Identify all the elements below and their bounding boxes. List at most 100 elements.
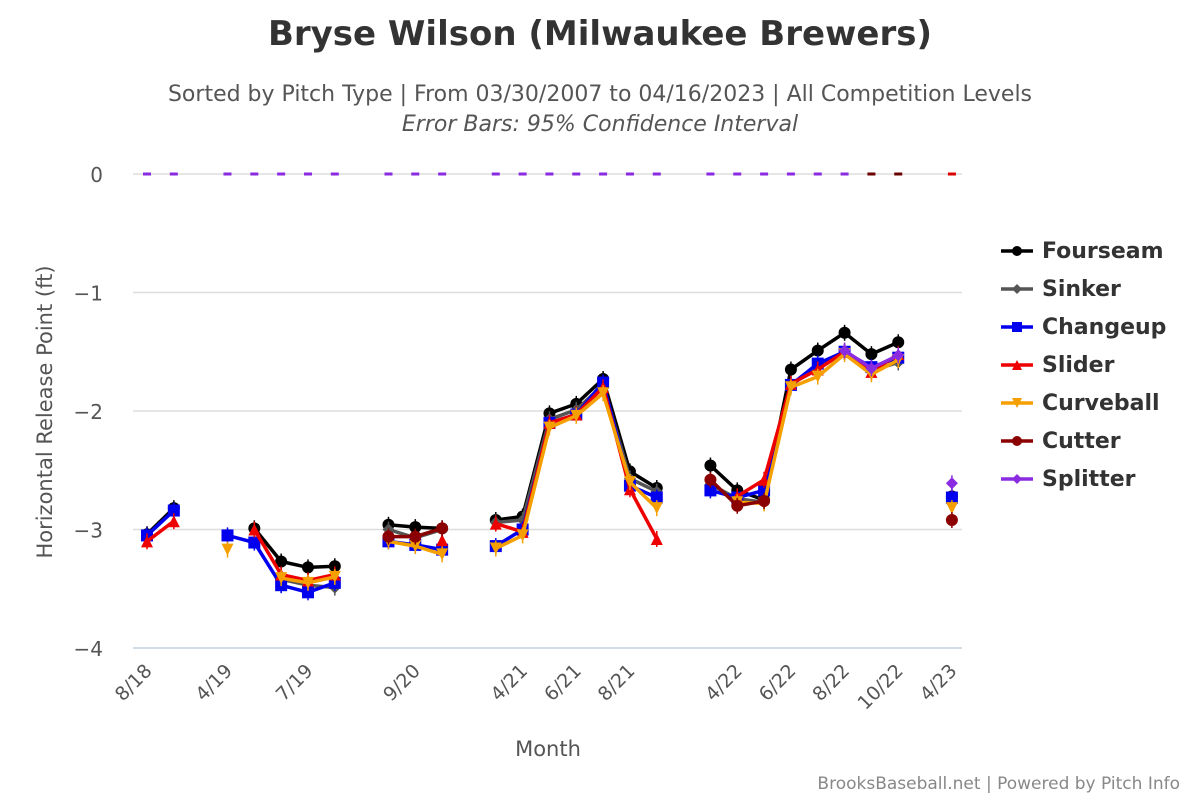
data-point[interactable] xyxy=(436,522,449,535)
circle-marker-icon xyxy=(1001,246,1033,256)
data-point[interactable] xyxy=(731,499,744,512)
data-point[interactable] xyxy=(248,536,261,549)
data-point[interactable] xyxy=(516,529,529,542)
data-point[interactable] xyxy=(597,387,610,400)
legend-item-curveball[interactable]: Curveball xyxy=(1000,384,1166,422)
data-point[interactable] xyxy=(704,459,717,472)
data-point[interactable] xyxy=(167,504,180,517)
data-point[interactable] xyxy=(248,523,261,536)
data-point[interactable] xyxy=(865,362,878,375)
data-point[interactable] xyxy=(945,514,958,527)
data-point[interactable] xyxy=(892,336,905,349)
data-point[interactable] xyxy=(489,542,502,555)
data-point[interactable] xyxy=(436,534,449,547)
data-point[interactable] xyxy=(704,473,717,486)
data-point[interactable] xyxy=(570,409,583,422)
x-tick-label: 8/21 xyxy=(594,660,640,706)
x-tick-label: 6/22 xyxy=(755,660,801,706)
x-axis-label: Month xyxy=(515,737,581,761)
legend-label: Changeup xyxy=(1042,314,1167,340)
data-point[interactable] xyxy=(865,348,878,361)
zero-marker xyxy=(599,172,608,176)
data-point[interactable] xyxy=(811,370,824,383)
legend-label: Splitter xyxy=(1042,466,1136,492)
data-point[interactable] xyxy=(704,484,717,497)
zero-marker xyxy=(813,172,822,176)
data-point[interactable] xyxy=(623,476,636,489)
legend-item-cutter[interactable]: Cutter xyxy=(1000,422,1166,460)
legend-label: Slider xyxy=(1042,352,1115,378)
credits[interactable]: BrooksBaseball.net | Powered by Pitch In… xyxy=(817,774,1180,794)
series-sinker xyxy=(275,343,958,596)
x-tick-label: 8/22 xyxy=(808,660,854,706)
zero-marker xyxy=(438,172,447,176)
zero-marker xyxy=(223,172,232,176)
data-point[interactable] xyxy=(650,491,663,504)
data-point[interactable] xyxy=(838,344,851,357)
x-tick-label: 4/19 xyxy=(191,660,237,706)
data-point[interactable] xyxy=(650,532,663,545)
data-point[interactable] xyxy=(892,349,905,362)
chart-subtitle: Sorted by Pitch Type | From 03/30/2007 t… xyxy=(167,82,1033,107)
data-point[interactable] xyxy=(409,521,422,534)
data-point[interactable] xyxy=(141,535,153,548)
data-point[interactable] xyxy=(489,517,502,530)
series-line xyxy=(252,528,336,583)
data-point[interactable] xyxy=(838,326,851,339)
zero-marker xyxy=(733,172,742,176)
data-point[interactable] xyxy=(328,560,341,573)
y-tick-label: −2 xyxy=(74,400,103,424)
zero-marker xyxy=(625,172,634,176)
legend-item-slider[interactable]: Slider xyxy=(1000,346,1166,384)
data-point[interactable] xyxy=(328,570,341,583)
data-point[interactable] xyxy=(167,515,180,528)
legend-item-fourseam[interactable]: Fourseam xyxy=(1000,232,1166,270)
data-point[interactable] xyxy=(301,576,314,589)
chart-title: Bryse Wilson (Milwaukee Brewers) xyxy=(267,14,933,54)
x-tick-label: 4/21 xyxy=(486,660,532,706)
zero-marker xyxy=(786,172,795,176)
data-point[interactable] xyxy=(758,495,771,508)
legend-item-sinker[interactable]: Sinker xyxy=(1000,270,1166,308)
data-point[interactable] xyxy=(221,529,234,542)
grid-lines xyxy=(133,173,962,649)
series-group xyxy=(141,324,958,601)
data-point[interactable] xyxy=(945,491,958,504)
y-axis-ticks: 0 −1 −2 −3 −4 xyxy=(74,163,103,661)
triangle-down-marker-icon xyxy=(1001,398,1033,408)
zero-marker xyxy=(545,172,554,176)
zero-marker xyxy=(250,172,259,176)
data-point[interactable] xyxy=(409,530,422,543)
zero-marker xyxy=(169,172,178,176)
zero-marker xyxy=(572,172,581,176)
data-point[interactable] xyxy=(301,586,314,599)
data-point[interactable] xyxy=(382,530,395,543)
error-bar-note: Error Bars: 95% Confidence Interval xyxy=(401,112,799,137)
series-changeup xyxy=(141,343,958,601)
data-point[interactable] xyxy=(784,381,797,394)
data-point[interactable] xyxy=(945,477,958,490)
legend-item-changeup[interactable]: Changeup xyxy=(1000,308,1166,346)
data-point[interactable] xyxy=(811,344,824,357)
data-point[interactable] xyxy=(650,502,663,515)
zero-marker xyxy=(947,172,956,176)
series-cutter xyxy=(382,471,958,545)
zero-markers xyxy=(143,172,956,176)
zero-marker xyxy=(303,172,312,176)
zero-marker xyxy=(760,172,769,176)
data-point[interactable] xyxy=(301,561,314,574)
y-tick-label: 0 xyxy=(90,163,103,187)
data-point[interactable] xyxy=(945,502,958,515)
data-point[interactable] xyxy=(221,543,234,556)
data-point[interactable] xyxy=(275,555,288,568)
series-slider xyxy=(141,343,905,589)
data-point[interactable] xyxy=(436,548,449,561)
zero-marker xyxy=(143,172,151,176)
legend-item-splitter[interactable]: Splitter xyxy=(1000,460,1166,498)
data-point[interactable] xyxy=(409,540,422,553)
data-point[interactable] xyxy=(784,363,797,376)
x-tick-label: 6/21 xyxy=(540,660,586,706)
data-point[interactable] xyxy=(275,572,288,585)
data-point[interactable] xyxy=(543,421,556,434)
x-tick-label: 4/23 xyxy=(916,660,962,706)
